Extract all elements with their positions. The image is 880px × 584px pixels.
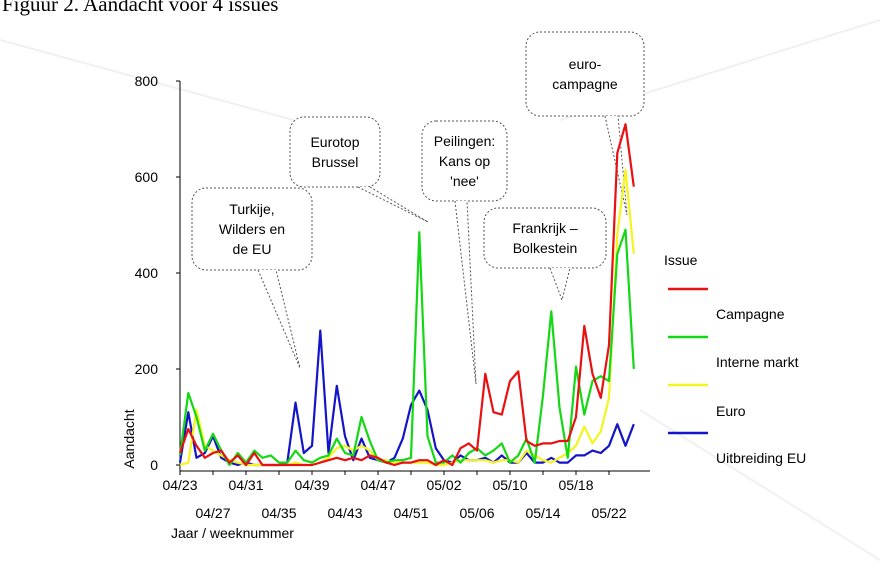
x-tick-label: 04/27 — [195, 505, 230, 521]
x-tick-label: 05/22 — [591, 505, 626, 521]
y-tick-label: 0 — [150, 457, 158, 473]
legend: Issue Campagne Interne markt Euro Uitbreidi… — [664, 252, 806, 466]
x-tick-label: 05/14 — [525, 505, 560, 521]
callout: Frankrijk – Bolkestein — [483, 207, 607, 302]
y-tick-label: 400 — [135, 265, 159, 281]
callout-pointer — [357, 186, 429, 223]
axes-group — [179, 81, 650, 472]
callout: Eurotop Brussel — [289, 116, 429, 223]
series-line-interne-markt — [178, 228, 635, 467]
callout-pointer — [257, 269, 301, 369]
x-tick-label: 04/47 — [360, 477, 395, 493]
callout-text: 'nee' — [450, 173, 479, 189]
callout-text: campagne — [552, 76, 618, 92]
callout: Turkije, Wilders en de EU — [191, 187, 313, 369]
callout-pointer — [454, 200, 477, 385]
callout-box — [289, 116, 381, 188]
callout-box — [191, 187, 313, 271]
callout-text: Bolkestein — [513, 240, 578, 256]
callout-text: Peilingen: — [434, 133, 496, 149]
y-tick-label: 200 — [135, 361, 159, 377]
x-tick-label: 05/06 — [459, 505, 494, 521]
x-tick-label: 04/39 — [294, 477, 329, 493]
legend-label: Interne markt — [716, 354, 799, 370]
y-tick-group: 0 200 400 600 800 — [135, 73, 180, 473]
series-lines-group — [178, 123, 635, 467]
x-tick-label: 04/31 — [228, 477, 263, 493]
callout-box — [483, 207, 607, 269]
callout-text: Kans op — [439, 153, 491, 169]
callout-group: Turkije, Wilders en de EU Eurotop Brussel Pei… — [191, 31, 645, 385]
callout-pointer — [549, 267, 571, 302]
callout-box — [525, 31, 645, 117]
x-tick-label: 04/51 — [393, 505, 428, 521]
x-tick-label: 05/18 — [558, 477, 593, 493]
x-tick-label: 04/23 — [162, 477, 197, 493]
figure-caption: Figuur 2. Aandacht voor 4 issues — [2, 0, 279, 16]
callout-text: Wilders en — [219, 221, 285, 237]
y-tick-label: 600 — [135, 169, 159, 185]
legend-title: Issue — [664, 252, 698, 268]
callout-text: Brussel — [312, 154, 359, 170]
callout-text: euro- — [569, 56, 602, 72]
x-tick-label: 05/02 — [426, 477, 461, 493]
callout: Peilingen: Kans op 'nee' — [421, 120, 508, 385]
callout-text: Eurotop — [310, 134, 359, 150]
x-tick-label: 05/10 — [492, 477, 527, 493]
callout-text: de EU — [233, 241, 272, 257]
callout-text: Turkije, — [229, 201, 274, 217]
legend-label: Uitbreiding EU — [716, 450, 806, 466]
y-tick-label: 800 — [135, 73, 159, 89]
y-axis-title: Aandacht — [121, 409, 137, 468]
x-tick-label: 04/43 — [327, 505, 362, 521]
legend-label: Euro — [716, 403, 746, 419]
x-tick-group: 04/23 04/31 04/39 04/47 05/02 05/10 05/18 04/27… — [162, 471, 627, 521]
series-line-campagne — [178, 123, 635, 467]
callout-text: Frankrijk – — [512, 220, 578, 236]
x-tick-label: 04/35 — [261, 505, 296, 521]
legend-label: Campagne — [716, 306, 785, 322]
x-axis-title: Jaar / weeknummer — [171, 525, 294, 541]
